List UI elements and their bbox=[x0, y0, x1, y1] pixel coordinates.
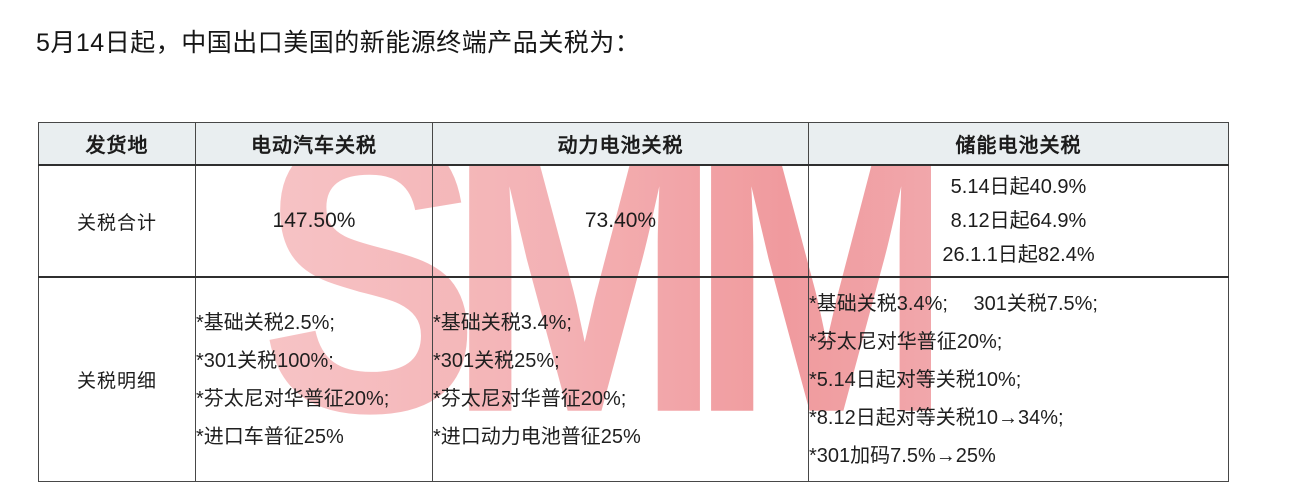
detail-line: *进口动力电池普征25% bbox=[433, 425, 641, 448]
col-header-origin: 发货地 bbox=[38, 122, 196, 166]
ev-tariff-total-cell: 147.50% bbox=[195, 164, 433, 278]
row-label-tariff-details: 关税明细 bbox=[38, 276, 196, 482]
detail-line: 5.14日起40.9% bbox=[950, 176, 1087, 198]
detail-line: *芬太尼对华普征20%; bbox=[433, 387, 627, 410]
row-label-tariff-total: 关税合计 bbox=[38, 164, 196, 278]
storage-battery-tariff-detail-cell: *基础关税3.4%; 301关税7.5%; *芬太尼对华普征20%; *5.14日起… bbox=[808, 276, 1229, 482]
detail-line: *进口车普征25% bbox=[196, 425, 344, 448]
col-header-storage-battery-tariff: 储能电池关税 bbox=[808, 122, 1229, 166]
tariff-table-container: SMM 发货地 电动汽车关税 动力电池关税 储能电池关税 关税合计 14 bbox=[38, 75, 1229, 482]
col-header-ev-tariff: 电动汽车关税 bbox=[195, 122, 433, 166]
table-row-tariff-total: 关税合计 147.50% 73.40% 5.14日起40.9% 8.12日起64.… bbox=[38, 164, 1229, 278]
header-row: 发货地 电动汽车关税 动力电池关税 储能电池关税 bbox=[38, 122, 1229, 166]
col-header-power-battery-tariff: 动力电池关税 bbox=[432, 122, 809, 166]
detail-line: *基础关税3.4%; 301关税7.5%; bbox=[809, 292, 1099, 315]
detail-line: 26.1.1日起82.4% bbox=[942, 244, 1095, 266]
detail-line: *5.14日起对等关税10%; bbox=[809, 368, 1022, 391]
detail-line: *基础关税2.5%; bbox=[196, 311, 335, 334]
detail-line: *基础关税3.4%; bbox=[433, 311, 572, 334]
detail-line: *301加码7.5%→25% bbox=[809, 444, 996, 467]
detail-line: *301关税25%; bbox=[433, 349, 560, 372]
power-battery-tariff-detail-cell: *基础关税3.4%; *301关税25%; *芬太尼对华普征20%; *进口动力电池普… bbox=[432, 276, 809, 482]
detail-line: *芬太尼对华普征20%; bbox=[809, 330, 1003, 353]
detail-line: *301关税100%; bbox=[196, 349, 334, 372]
power-battery-tariff-total-cell: 73.40% bbox=[432, 164, 809, 278]
page-title: 5月14日起，中国出口美国的新能源终端产品关税为： bbox=[36, 29, 641, 57]
table-row-tariff-details: 关税明细 *基础关税2.5%; *301关税100%; *芬太尼对华普征20%; *进… bbox=[38, 276, 1229, 482]
detail-line: 8.12日起64.9% bbox=[950, 210, 1087, 232]
tariff-table: 发货地 电动汽车关税 动力电池关税 储能电池关税 关税合计 147.50% 73… bbox=[38, 122, 1229, 482]
detail-line: *芬太尼对华普征20%; bbox=[196, 387, 390, 410]
detail-line: *8.12日起对等关税10→34%; bbox=[809, 406, 1064, 429]
storage-battery-tariff-total-cell: 5.14日起40.9% 8.12日起64.9% 26.1.1日起82.4% bbox=[808, 164, 1229, 278]
ev-tariff-detail-cell: *基础关税2.5%; *301关税100%; *芬太尼对华普征20%; *进口车普征2… bbox=[195, 276, 433, 482]
